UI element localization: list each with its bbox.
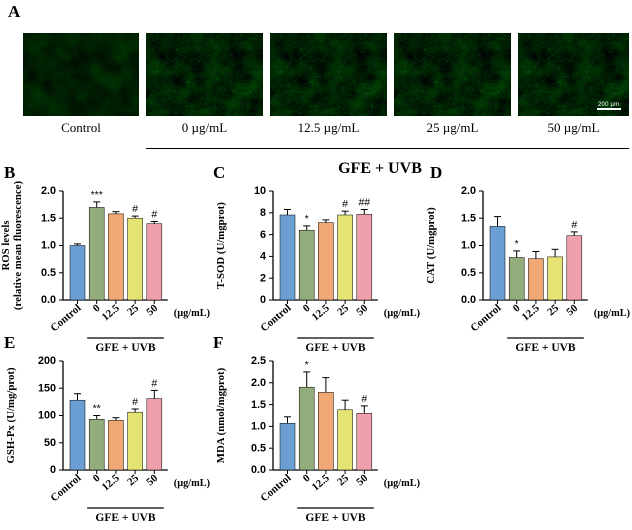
svg-text:Control: Control [258, 472, 293, 504]
svg-text:*: * [305, 213, 309, 225]
svg-text:150: 150 [38, 383, 56, 395]
svg-text:1.0: 1.0 [461, 240, 476, 252]
svg-text:0.5: 0.5 [41, 267, 56, 279]
svg-text:#: # [361, 393, 367, 405]
svg-text:1.0: 1.0 [251, 421, 266, 433]
svg-text:25: 25 [335, 472, 351, 488]
svg-text:0.5: 0.5 [251, 442, 266, 454]
svg-text:0: 0 [260, 294, 266, 306]
svg-text:T-SOD (U/mgprot): T-SOD (U/mgprot) [215, 202, 227, 289]
svg-text:#: # [151, 209, 157, 221]
svg-text:##: ## [358, 197, 370, 209]
svg-text:0.5: 0.5 [461, 267, 476, 279]
svg-text:MDA (nmol/mgprot): MDA (nmol/mgprot) [215, 367, 227, 463]
svg-text:2.0: 2.0 [461, 185, 476, 197]
svg-text:1.5: 1.5 [251, 399, 266, 411]
svg-text:*: * [305, 359, 309, 371]
svg-text:50: 50 [44, 437, 56, 449]
svg-text:(µg/mL): (µg/mL) [384, 308, 420, 319]
svg-text:12.5: 12.5 [100, 302, 122, 323]
svg-text:2.5: 2.5 [251, 355, 266, 367]
svg-text:#: # [132, 203, 138, 215]
svg-text:Control: Control [48, 472, 83, 504]
svg-text:0.0: 0.0 [461, 294, 476, 306]
svg-text:(µg/mL): (µg/mL) [594, 308, 630, 319]
svg-text:4: 4 [260, 251, 266, 263]
svg-text:*: * [515, 238, 519, 250]
svg-text:#: # [342, 198, 348, 210]
svg-text:#: # [132, 396, 138, 408]
svg-text:50: 50 [354, 302, 370, 318]
svg-text:#: # [571, 219, 577, 231]
svg-text:25: 25 [125, 472, 141, 488]
svg-text:100: 100 [38, 410, 56, 422]
svg-text:0: 0 [50, 464, 56, 476]
svg-text:25: 25 [545, 302, 561, 318]
svg-text:#: # [151, 377, 157, 389]
svg-text:0.0: 0.0 [251, 464, 266, 476]
svg-text:0.0: 0.0 [41, 294, 56, 306]
svg-text:GFE + UVB: GFE + UVB [515, 342, 576, 354]
svg-text:1.0: 1.0 [41, 240, 56, 252]
svg-text:12.5: 12.5 [100, 472, 122, 493]
svg-text:***: *** [91, 189, 103, 201]
svg-text:50: 50 [564, 302, 580, 318]
svg-text:25: 25 [335, 302, 351, 318]
svg-text:2.0: 2.0 [41, 185, 56, 197]
svg-text:(µg/mL): (µg/mL) [384, 478, 420, 489]
svg-text:**: ** [93, 403, 101, 415]
svg-text:1.5: 1.5 [461, 213, 476, 225]
svg-text:2.0: 2.0 [251, 377, 266, 389]
svg-text:1.5: 1.5 [41, 213, 56, 225]
svg-text:(relative mean fluorescence): (relative mean fluorescence) [12, 181, 24, 311]
svg-text:12.5: 12.5 [310, 302, 332, 323]
svg-text:2: 2 [260, 272, 266, 284]
svg-text:GSH-Px (U/mg/prot): GSH-Px (U/mg/prot) [5, 367, 17, 463]
svg-text:50: 50 [144, 472, 160, 488]
svg-text:50: 50 [144, 302, 160, 318]
svg-text:Control: Control [468, 302, 503, 334]
svg-text:GFE + UVB: GFE + UVB [95, 512, 156, 524]
svg-text:6: 6 [260, 229, 266, 241]
svg-text:25: 25 [125, 302, 141, 318]
svg-text:8: 8 [260, 207, 266, 219]
svg-text:CAT (U/mgprot): CAT (U/mgprot) [425, 207, 437, 284]
svg-text:10: 10 [254, 185, 266, 197]
svg-text:GFE + UVB: GFE + UVB [305, 512, 366, 524]
svg-text:(µg/mL): (µg/mL) [174, 478, 210, 489]
svg-text:12.5: 12.5 [310, 472, 332, 493]
svg-text:(µg/mL): (µg/mL) [174, 308, 210, 319]
svg-text:200: 200 [38, 355, 56, 367]
svg-text:50: 50 [354, 472, 370, 488]
svg-text:12.5: 12.5 [520, 302, 542, 323]
svg-text:ROS levels: ROS levels [0, 220, 12, 270]
